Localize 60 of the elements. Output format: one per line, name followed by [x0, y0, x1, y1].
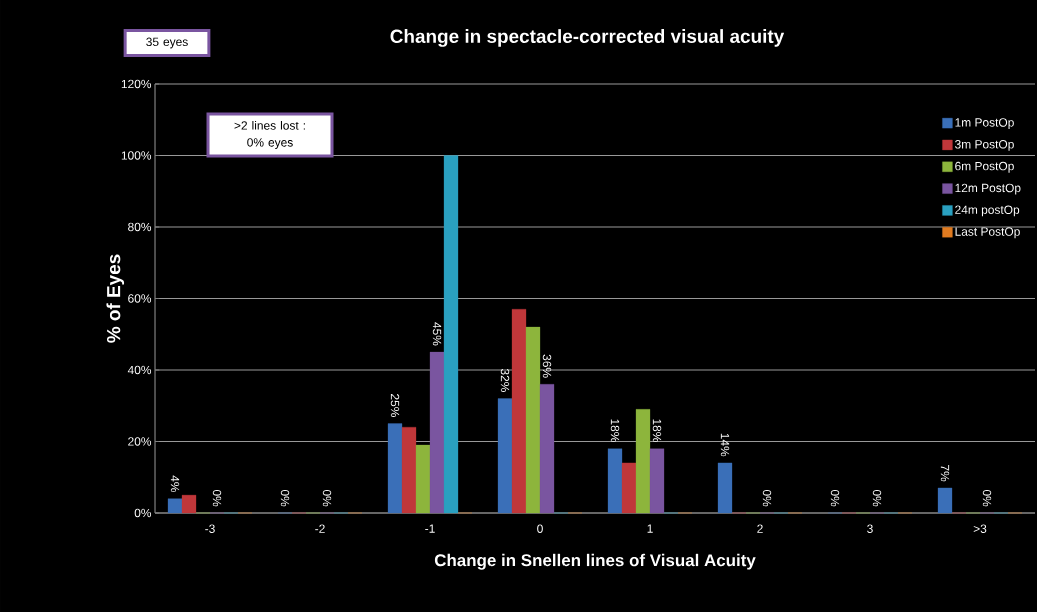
legend-label: 3m PostOp	[955, 140, 1014, 151]
bar	[429, 351, 445, 514]
x-tick-label: >3	[973, 524, 987, 533]
annotation: 0% eyes	[247, 138, 293, 150]
x-tick-label: 0	[537, 524, 543, 533]
legend-label: 24m postOp	[955, 205, 1020, 217]
data-label: 14%	[720, 433, 730, 457]
x-tick-label: 2	[757, 524, 763, 533]
bar	[443, 155, 459, 514]
x-tick-label: -3	[205, 524, 215, 533]
y-tick-label: 80%	[128, 222, 152, 232]
data-label: 0%	[872, 489, 882, 507]
annotation: >2 lines lost :	[234, 120, 305, 130]
y-axis-title: % of Eyes	[106, 254, 125, 343]
y-tick-label: 120%	[121, 79, 152, 89]
y-tick-label: 100%	[121, 151, 152, 160]
bar	[415, 444, 431, 514]
text: 35 eyes	[146, 37, 188, 49]
x-tick-label: -2	[315, 524, 325, 533]
data-label: 18%	[610, 419, 620, 443]
bar	[621, 462, 637, 514]
legend-label: 12m PostOp	[955, 183, 1021, 195]
chart-title: Change in spectacle-corrected visual acuity	[390, 29, 785, 47]
y-tick-label: 40%	[127, 365, 152, 375]
data-label: 18%	[652, 419, 662, 443]
bar	[539, 384, 555, 514]
data-label: 25%	[390, 394, 400, 417]
bar	[635, 409, 651, 514]
bar	[649, 448, 665, 514]
x-tick-label: 1	[647, 524, 653, 533]
legend-label: Last PostOp	[955, 227, 1020, 239]
legend-label: 1m PostOp	[955, 118, 1014, 130]
bar	[401, 427, 417, 514]
y-tick-label: 20%	[128, 437, 152, 446]
bar	[607, 448, 623, 514]
data-label: 0%	[212, 489, 222, 507]
bar	[717, 462, 733, 514]
y-tick-label: 60%	[128, 294, 152, 303]
data-label: 36%	[542, 354, 552, 378]
bar	[497, 398, 513, 514]
y-tick-label: 0%	[134, 508, 152, 518]
data-label: 0%	[762, 489, 772, 507]
data-label: 32%	[500, 368, 510, 392]
bar	[387, 423, 403, 514]
bar	[937, 487, 953, 514]
bar	[167, 498, 183, 514]
data-label: 0%	[982, 489, 992, 507]
bar	[511, 309, 527, 514]
data-label: 4%	[170, 475, 180, 493]
x-axis-title: Change in Snellen lines of Visual Acuity	[434, 553, 756, 570]
legend-label: 6m PostOp	[955, 161, 1014, 173]
data-label: 0%	[280, 489, 290, 507]
data-label: 7%	[940, 465, 950, 482]
bar	[181, 494, 197, 514]
x-tick-label: 3	[867, 524, 873, 533]
data-label: 0%	[322, 489, 332, 507]
data-label: 45%	[432, 322, 442, 346]
data-label: 0%	[830, 489, 840, 507]
x-tick-label: -1	[425, 524, 435, 533]
bar	[525, 326, 541, 514]
